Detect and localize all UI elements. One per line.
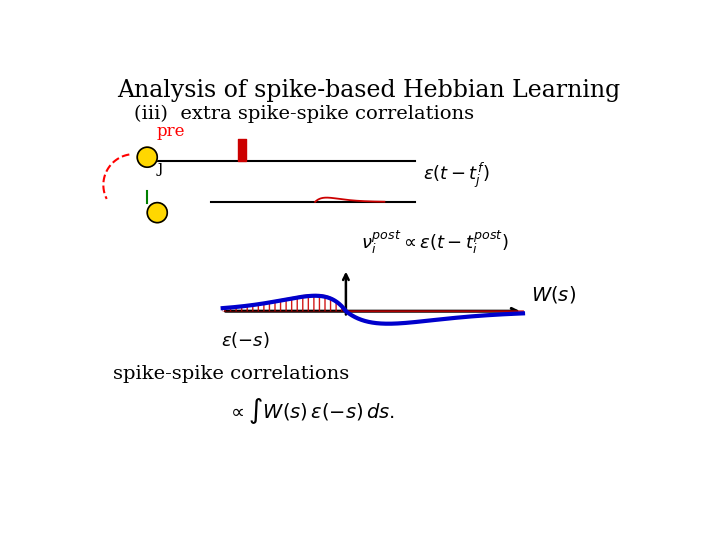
Text: (iii)  extra spike-spike correlations: (iii) extra spike-spike correlations <box>134 105 474 123</box>
Text: pre: pre <box>156 123 185 140</box>
Text: $\propto \int W(s)\,\varepsilon(-s)\,ds.$: $\propto \int W(s)\,\varepsilon(-s)\,ds.… <box>227 396 395 426</box>
Text: j: j <box>158 159 163 176</box>
Text: Analysis of spike-based Hebbian Learning: Analysis of spike-based Hebbian Learning <box>117 79 621 102</box>
Text: $\varepsilon(-s)$: $\varepsilon(-s)$ <box>221 330 270 350</box>
Circle shape <box>148 202 167 222</box>
Circle shape <box>138 147 157 167</box>
Text: $\nu_i^{post} \propto \varepsilon(t-t_i^{post})$: $\nu_i^{post} \propto \varepsilon(t-t_i^… <box>361 228 509 256</box>
Text: $\varepsilon(t-t_j^f)$: $\varepsilon(t-t_j^f)$ <box>423 160 490 190</box>
Text: $W(s)$: $W(s)$ <box>531 284 576 305</box>
Text: spike-spike correlations: spike-spike correlations <box>113 366 350 383</box>
